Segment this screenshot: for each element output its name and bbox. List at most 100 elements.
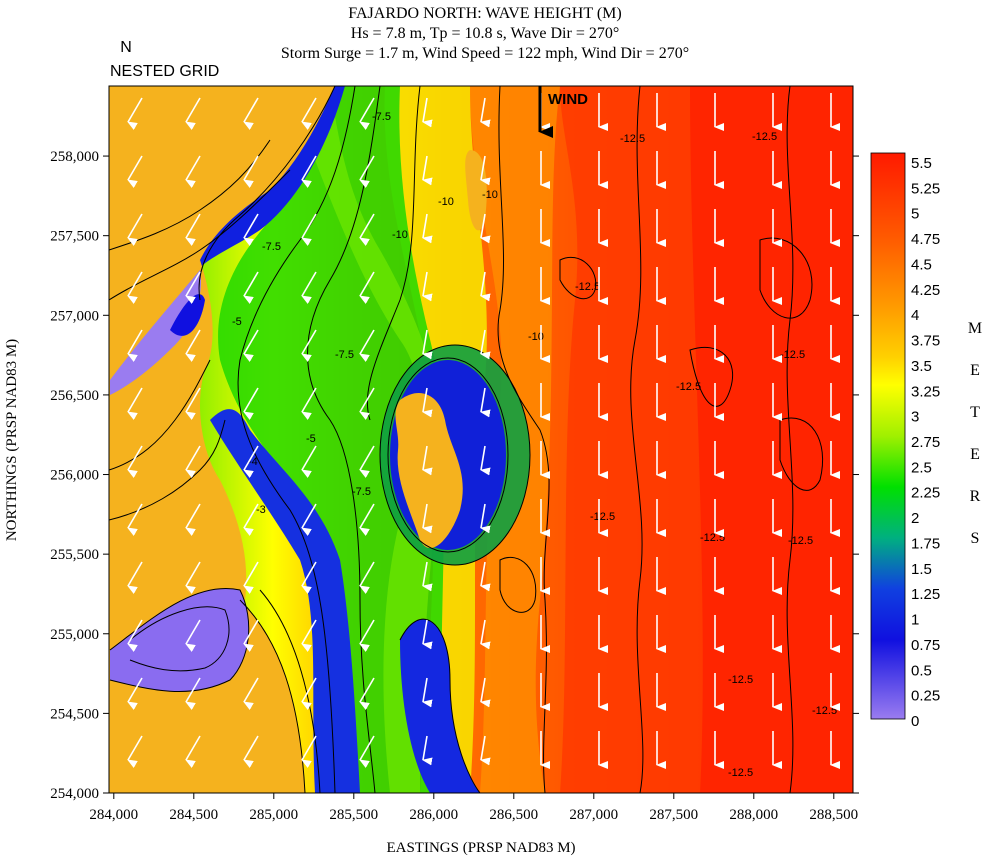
wave-arrow-icon	[185, 329, 201, 362]
contour-label: -12.5	[620, 133, 645, 145]
x-tick-label: 284,000	[89, 807, 138, 823]
colorbar-tick-label: 1.25	[911, 586, 940, 603]
wave-arrow-icon	[422, 445, 433, 476]
x-tick-label: 285,000	[249, 807, 298, 823]
contour-label: -12.5	[780, 349, 805, 361]
contour-line	[259, 589, 321, 793]
wave-arrow-icon	[127, 213, 143, 246]
wave-arrow-icon	[243, 735, 259, 768]
colorbar-tick-label: 4.25	[911, 282, 940, 299]
wave-arrow-icon	[480, 619, 491, 650]
colorbar-labels: 5.5 5.25 5 4.75 4.5 4.25 4 3.75 3.5 3.25 3 2.75 2.5 2…	[911, 155, 940, 730]
wave-arrow-icon	[301, 735, 317, 768]
contour-line	[399, 618, 481, 793]
wave-arrow-icon	[480, 735, 491, 766]
depth-contours	[109, 86, 824, 793]
x-tick-label: 287,000	[569, 807, 618, 823]
y-tick-label: 254,000	[50, 786, 99, 802]
wave-arrow-icon	[243, 561, 259, 594]
wave-arrow-icon	[359, 735, 375, 768]
colorbar-tick-label: 4	[911, 307, 919, 324]
wave-arrow-icon	[301, 677, 317, 710]
wave-arrow-icon	[127, 561, 143, 594]
wave-arrow-icon	[127, 329, 143, 362]
colorbar-tick-label: 1.75	[911, 535, 940, 552]
colorbar-tick-label: 2	[911, 510, 919, 527]
wave-arrow-icon	[243, 155, 259, 188]
deepest-water-region	[690, 86, 853, 793]
y-tick-label: 256,000	[50, 468, 99, 484]
wave-arrow-icon	[301, 387, 317, 420]
wave-arrow-icon	[359, 271, 375, 304]
y-tick-label: 255,000	[50, 627, 99, 643]
y-tick-label: 256,500	[50, 388, 99, 404]
contour-label: -3	[256, 504, 266, 516]
wave-arrow-icon	[480, 677, 491, 708]
colorbar-unit-letter: E	[970, 362, 980, 379]
contour-line	[379, 344, 531, 566]
y-tick-label: 255,500	[50, 547, 99, 563]
contour-line	[109, 588, 250, 693]
x-tick-label: 288,500	[809, 807, 858, 823]
x-tick-label: 286,500	[489, 807, 538, 823]
wave-arrow-icon	[127, 677, 143, 710]
wave-arrow-icon	[185, 155, 201, 188]
wave-arrow-icon	[301, 561, 317, 594]
title-line-3: Storm Surge = 1.7 m, Wind Speed = 122 mp…	[281, 45, 689, 62]
wave-arrow-icon	[301, 271, 317, 304]
contour-label: -7.5	[372, 111, 391, 123]
wave-arrow-icon	[185, 677, 201, 710]
contour-label: -12.5	[700, 532, 725, 544]
y-tick-label: 257,500	[50, 229, 99, 245]
wave-arrow-icon	[185, 445, 201, 478]
wave-arrow-icon	[243, 271, 259, 304]
colorbar-tick-label: 0.75	[911, 637, 940, 654]
x-tick-label: 285,500	[329, 807, 378, 823]
wave-arrow-icon	[359, 503, 375, 536]
wave-arrow-icon	[185, 271, 201, 304]
contour-label: -12.5	[676, 381, 701, 393]
contour-line	[559, 256, 597, 300]
wave-arrow-icon	[422, 329, 433, 360]
wave-arrow-icon	[422, 503, 433, 534]
wave-arrow-icon	[301, 619, 317, 652]
wave-arrow-icon	[422, 561, 433, 592]
wave-arrow-icon	[301, 329, 317, 362]
wave-arrow-icon	[359, 97, 375, 130]
wave-arrow-icon	[480, 213, 491, 244]
contour-line	[109, 359, 211, 471]
colorbar-unit-letter: T	[970, 404, 980, 421]
colorbar-tick-label: 5.5	[911, 155, 932, 172]
contour-label: -12.5	[728, 767, 753, 779]
rock-north	[465, 150, 487, 231]
wave-arrow-icon	[127, 387, 143, 420]
wave-arrow-icon	[127, 445, 143, 478]
contour-line	[387, 357, 509, 553]
colorbar-tick-label: 5	[911, 206, 919, 223]
colorbar	[870, 152, 906, 720]
contour-line	[779, 417, 824, 491]
contour-label: -4	[248, 456, 258, 468]
wave-arrow-icon	[185, 619, 201, 652]
colorbar-unit-letter: S	[971, 530, 980, 547]
contour-label: -7.5	[262, 241, 281, 253]
contour-line	[759, 237, 813, 319]
wave-arrow-icon	[422, 213, 433, 244]
wave-arrow-icon	[243, 619, 259, 652]
wave-arrow-icon	[301, 213, 317, 246]
bay-north	[110, 270, 201, 395]
wave-arrow-icon	[480, 561, 491, 592]
y-axis-title: NORTHINGS (PRSP NAD83 M)	[4, 339, 20, 541]
contour-line	[630, 86, 644, 793]
colorbar-unit-letter: R	[970, 488, 981, 505]
wave-arrow-icon	[422, 387, 433, 418]
wave-arrow-icon	[422, 97, 433, 128]
contour-label: -12.5	[590, 511, 615, 523]
wave-arrow-icon	[127, 735, 143, 768]
wave-arrow-icon	[480, 97, 491, 128]
colorbar-tick-label: 2.5	[911, 459, 932, 476]
wave-arrow-icon	[243, 387, 259, 420]
colorbar-tick-label: 3.5	[911, 358, 932, 375]
colorbar-unit-letter: M	[968, 320, 982, 337]
